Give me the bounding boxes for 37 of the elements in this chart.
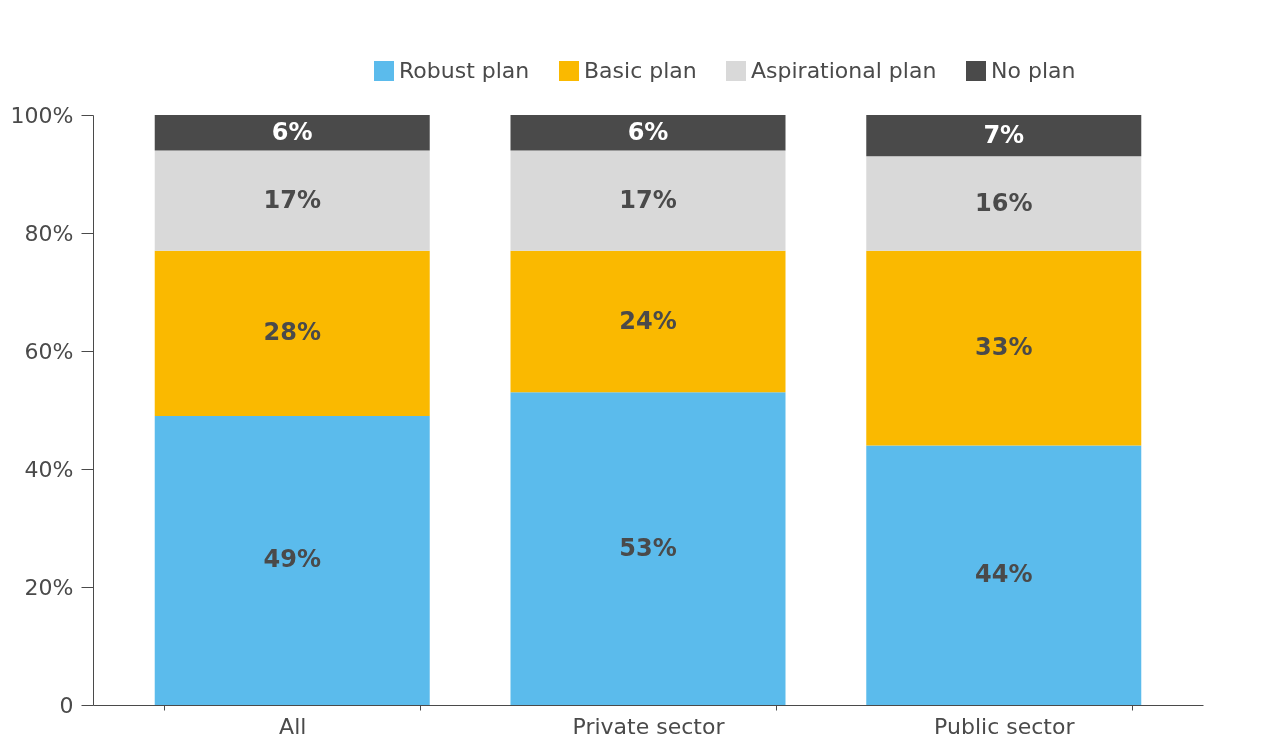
data-label: 6% (627, 117, 669, 146)
data-label: 28% (263, 318, 321, 347)
bar (154, 150, 430, 251)
x-tick-label: All (279, 713, 307, 737)
data-label: 44% (975, 560, 1033, 589)
y-tick-label: 20% (24, 574, 74, 600)
bar (866, 115, 1142, 157)
data-label: 49% (263, 545, 321, 574)
data-label: 33% (975, 333, 1033, 362)
bar (510, 250, 786, 393)
legend-label: Robust plan (399, 58, 530, 83)
bar (154, 415, 430, 705)
bar (154, 250, 430, 416)
bar (866, 156, 1142, 251)
data-label: 24% (619, 306, 677, 335)
x-tick-label: Public sector (934, 713, 1076, 737)
bar (154, 115, 430, 151)
y-tick-label: 100% (10, 102, 74, 128)
data-label: 17% (619, 185, 677, 214)
data-label: 53% (619, 533, 677, 562)
legend-label: Aspirational plan (751, 58, 937, 83)
bar (866, 445, 1142, 705)
data-label: 6% (271, 117, 313, 146)
data-label: 17% (263, 185, 321, 214)
y-tick-label: 80% (24, 220, 74, 246)
y-tick-label: 60% (24, 338, 74, 364)
data-label: 16% (975, 188, 1033, 217)
bar (510, 392, 786, 705)
data-label: 7% (983, 120, 1025, 149)
bar (510, 150, 786, 251)
legend-label: No plan (991, 58, 1076, 83)
bar (510, 115, 786, 151)
bar (866, 250, 1142, 446)
y-tick-label: 40% (24, 456, 74, 482)
y-tick-label: 0 (59, 692, 74, 718)
x-tick-label: Private sector (572, 713, 726, 737)
legend-label: Basic plan (584, 58, 697, 83)
